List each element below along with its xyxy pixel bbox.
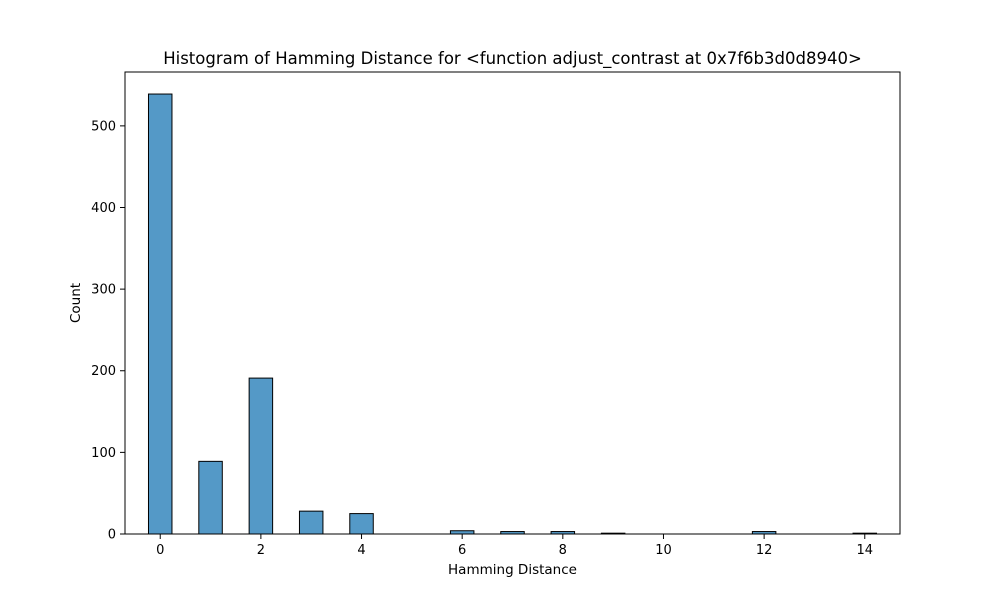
y-tick-label: 0 xyxy=(108,528,116,543)
x-tick-label: 4 xyxy=(357,543,365,558)
chart-title: Histogram of Hamming Distance for <funct… xyxy=(163,49,862,69)
x-tick-label: 2 xyxy=(257,543,265,558)
y-axis-ticks: 0 100 200 300 400 500 xyxy=(91,119,125,543)
y-tick-label: 200 xyxy=(91,364,116,379)
x-axis-label: Hamming Distance xyxy=(448,562,577,578)
y-tick-label: 300 xyxy=(91,283,116,298)
x-tick-label: 8 xyxy=(559,543,567,558)
x-tick-label: 12 xyxy=(756,543,773,558)
plot-frame xyxy=(124,71,901,535)
y-tick-label: 400 xyxy=(91,201,116,216)
y-tick-label: 500 xyxy=(91,119,116,134)
x-tick-label: 6 xyxy=(458,543,466,558)
bars-group xyxy=(147,93,878,535)
histogram-bar-1 xyxy=(198,460,223,535)
histogram-bar-2 xyxy=(248,377,274,535)
y-axis-label: Count xyxy=(68,283,84,323)
y-tick-label: 100 xyxy=(91,446,116,461)
x-axis-ticks: 0 2 4 6 8 10 12 14 xyxy=(156,534,873,558)
x-tick-label: 0 xyxy=(156,543,164,558)
x-tick-label: 10 xyxy=(655,543,672,558)
x-tick-label: 14 xyxy=(856,543,873,558)
histogram-bar-0 xyxy=(147,93,173,535)
histogram-bar-3 xyxy=(298,510,324,535)
histogram-bar-4 xyxy=(349,513,374,535)
